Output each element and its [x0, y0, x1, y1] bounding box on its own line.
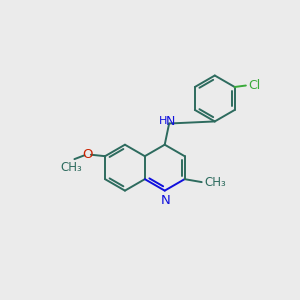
Text: H: H [158, 116, 167, 126]
Text: N: N [160, 194, 170, 207]
Text: O: O [83, 148, 93, 161]
Text: N: N [166, 115, 175, 128]
Text: CH₃: CH₃ [204, 176, 226, 189]
Text: Cl: Cl [248, 79, 260, 92]
Text: CH₃: CH₃ [60, 160, 82, 174]
